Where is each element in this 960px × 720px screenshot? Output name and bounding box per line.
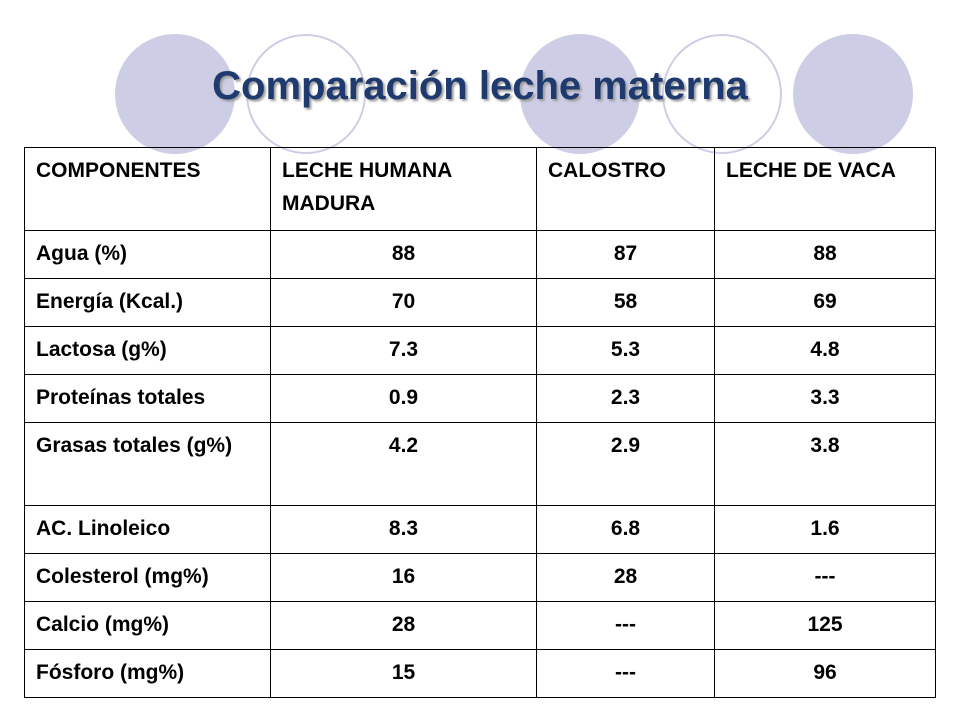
component-label: Proteínas totales [24,374,271,423]
decorative-circle [520,34,640,154]
table-row: Agua (%) 88 87 88 [24,230,936,279]
cow-milk-value: --- [714,553,936,602]
column-header: CALOSTRO [536,147,715,231]
component-label: Calcio (mg%) [24,601,271,650]
component-label: Colesterol (mg%) [24,553,271,602]
cow-milk-value: 4.8 [714,326,936,375]
decorative-circle [115,34,235,154]
table-row: Fósforo (mg%) 15 --- 96 [24,649,936,698]
colostrum-value: 2.9 [536,422,715,506]
component-label: Lactosa (g%) [24,326,271,375]
colostrum-value: 6.8 [536,505,715,554]
decorative-circle [793,34,913,154]
component-label: Fósforo (mg%) [24,649,271,698]
cow-milk-value: 1.6 [714,505,936,554]
table-row: Calcio (mg%) 28 --- 125 [24,601,936,650]
component-label: Grasas totales (g%) [24,422,271,506]
table-row: Lactosa (g%) 7.3 5.3 4.8 [24,326,936,375]
component-label: Agua (%) [24,230,271,279]
cow-milk-value: 88 [714,230,936,279]
table-row: Proteínas totales 0.9 2.3 3.3 [24,374,936,423]
colostrum-value: --- [536,649,715,698]
slide-title: Comparación leche materna [212,64,748,108]
human-milk-value: 4.2 [270,422,537,506]
cow-milk-value: 125 [714,601,936,650]
table-row: Grasas totales (g%) 4.2 2.9 3.8 [24,422,936,506]
decorative-ring [246,34,366,154]
cow-milk-value: 96 [714,649,936,698]
component-label: Energía (Kcal.) [24,278,271,327]
human-milk-value: 88 [270,230,537,279]
human-milk-value: 16 [270,553,537,602]
colostrum-value: 58 [536,278,715,327]
colostrum-value: --- [536,601,715,650]
human-milk-value: 8.3 [270,505,537,554]
human-milk-value: 0.9 [270,374,537,423]
colostrum-value: 2.3 [536,374,715,423]
table-row: Energía (Kcal.) 70 58 69 [24,278,936,327]
cow-milk-value: 3.3 [714,374,936,423]
human-milk-value: 7.3 [270,326,537,375]
cow-milk-value: 69 [714,278,936,327]
column-header: COMPONENTES [24,147,271,231]
colostrum-value: 87 [536,230,715,279]
decorative-ring [662,34,782,154]
cow-milk-value: 3.8 [714,422,936,506]
colostrum-value: 5.3 [536,326,715,375]
human-milk-value: 15 [270,649,537,698]
table-header-row: COMPONENTES LECHE HUMANA MADURA CALOSTRO… [24,147,936,231]
human-milk-value: 28 [270,601,537,650]
table-row: Colesterol (mg%) 16 28 --- [24,553,936,602]
table-row: AC. Linoleico 8.3 6.8 1.6 [24,505,936,554]
column-header: LECHE DE VACA [714,147,936,231]
comparison-table: COMPONENTES LECHE HUMANA MADURA CALOSTRO… [24,147,936,698]
component-label: AC. Linoleico [24,505,271,554]
human-milk-value: 70 [270,278,537,327]
column-header: LECHE HUMANA MADURA [270,147,537,231]
colostrum-value: 28 [536,553,715,602]
